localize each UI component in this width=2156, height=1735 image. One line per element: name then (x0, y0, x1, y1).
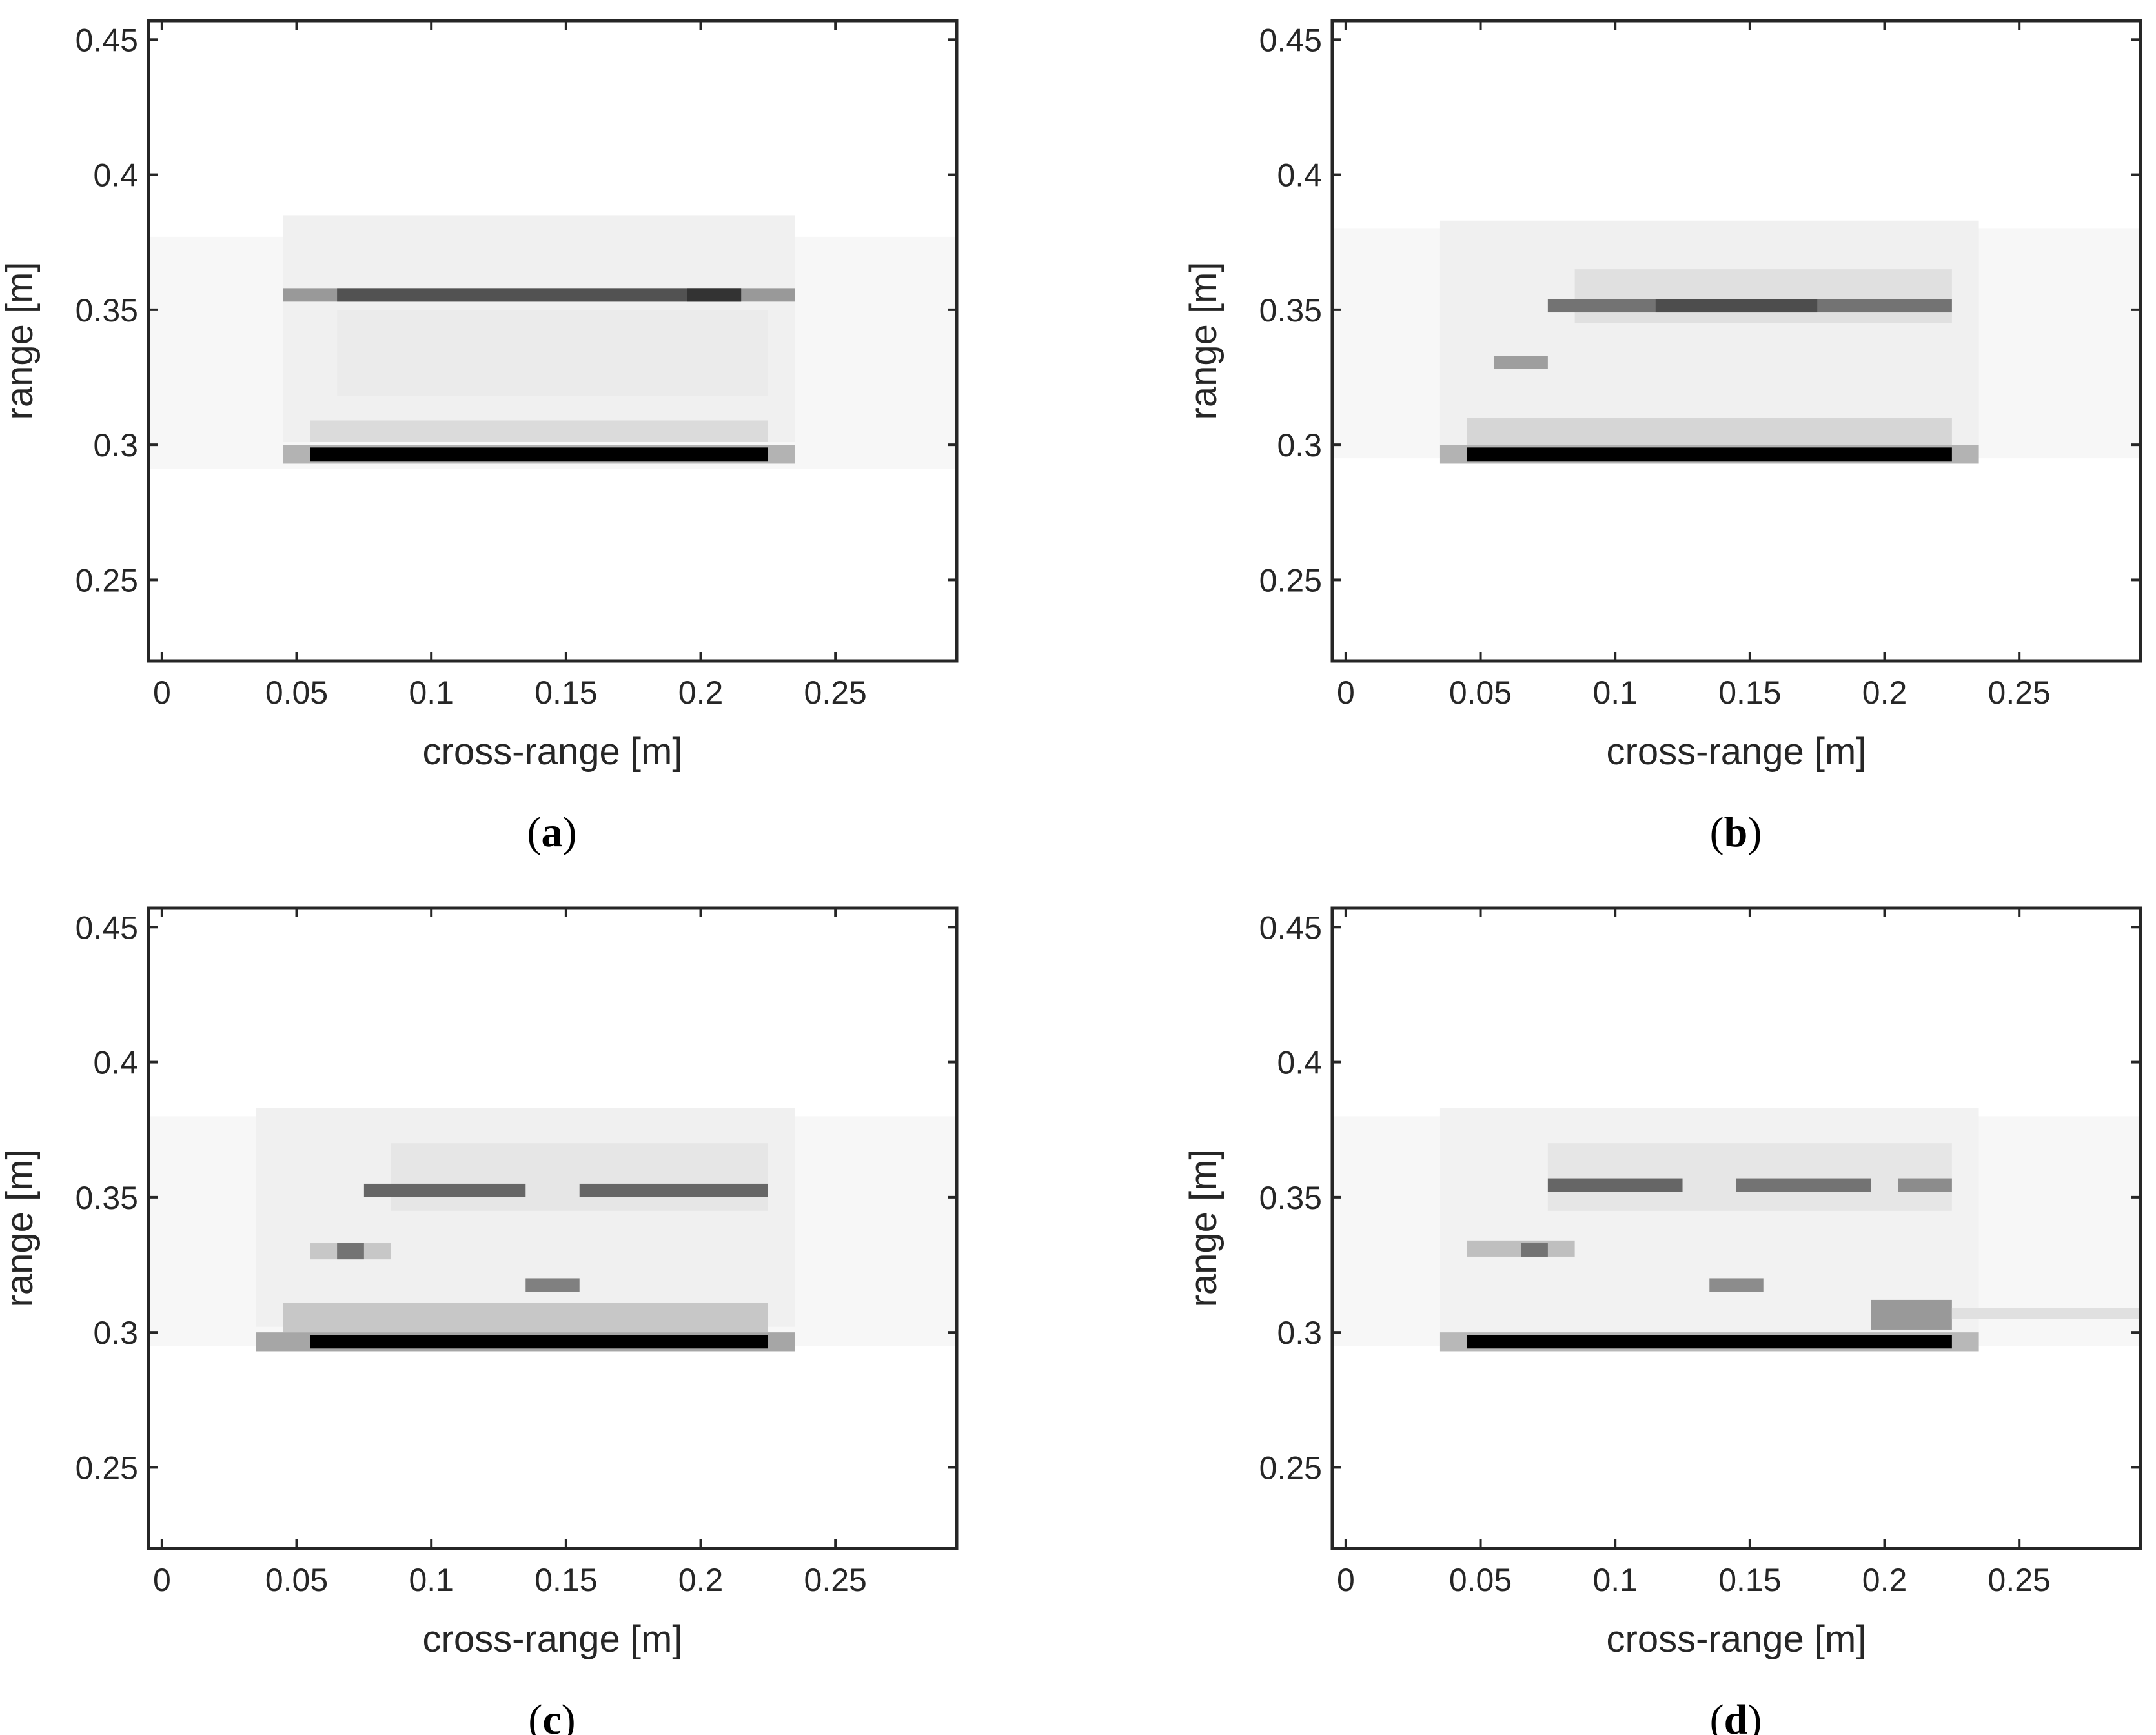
x-tick-label: 0.2 (678, 675, 724, 711)
y-tick-label: 0.3 (93, 1315, 138, 1351)
heatmap-cell (337, 309, 768, 396)
heatmap-cell (363, 1183, 526, 1197)
x-tick-label: 0.1 (1592, 1562, 1638, 1598)
y-tick-label: 0.4 (93, 1045, 138, 1081)
panel-a: 0 0.05 0.1 0.15 0.2 0.25 0.25 0.3 0.35 0.4 0.45 cro… (0, 19, 959, 856)
x-tick-label: 0.25 (1988, 1562, 2051, 1598)
x-tick-label: 0.25 (1988, 675, 2051, 711)
x-axis-label: cross-range [m] (1607, 731, 1867, 773)
x-tick-label: 0.1 (409, 675, 454, 711)
x-tick-label: 0.15 (534, 1562, 597, 1598)
panel-d: 0 0.05 0.1 0.15 0.2 0.25 0.25 0.3 0.35 0.4 0.45 cro… (1183, 906, 2142, 1735)
panel-label: (b) (1710, 809, 1762, 856)
x-tick-label: 0.1 (409, 1562, 454, 1598)
heatmap-cell (1547, 1178, 1683, 1192)
y-tick-label: 0.35 (76, 1180, 138, 1216)
x-tick-label: 0 (153, 1562, 171, 1598)
panel-label: (d) (1710, 1696, 1762, 1735)
heatmap-cells (1332, 1108, 2141, 1352)
y-tick-label: 0.45 (1259, 909, 1322, 946)
y-axis-label: range [m] (0, 262, 41, 420)
x-tick-label: 0 (1337, 675, 1355, 711)
heatmap-cell (283, 1303, 768, 1333)
y-tick-label: 0.45 (76, 22, 138, 58)
y-tick-label: 0.25 (76, 1450, 138, 1486)
axes-box (147, 19, 959, 663)
y-axis-label: range [m] (0, 1150, 41, 1308)
panel-c: 0 0.05 0.1 0.15 0.2 0.25 0.25 0.3 0.35 0.4 0.45 cro… (0, 906, 959, 1735)
heatmap-cell (1709, 1278, 1764, 1292)
x-axis-label: cross-range [m] (423, 731, 683, 773)
x-tick-label: 0.05 (1449, 1562, 1512, 1598)
y-tick-label: 0.45 (76, 909, 138, 946)
x-tick-label: 0.2 (678, 1562, 724, 1598)
heatmap-cell (337, 1243, 364, 1260)
heatmap-cell (256, 1108, 795, 1327)
heatmap-cell (337, 288, 742, 302)
heatmap-cell (1547, 1143, 1952, 1211)
y-axis-label: range [m] (1183, 262, 1225, 420)
heatmap-cell (310, 447, 768, 462)
panel-b: 0 0.05 0.1 0.15 0.2 0.25 0.25 0.3 0.35 0.4 0.45 cro… (1183, 19, 2142, 856)
x-tick-label: 0.05 (1449, 675, 1512, 711)
heatmap-cell (1467, 447, 1952, 462)
x-tick-label: 0.2 (1862, 1562, 1907, 1598)
y-tick-label: 0.3 (1277, 427, 1322, 463)
panel-label: (c) (528, 1696, 575, 1735)
y-tick-label: 0.35 (1259, 1180, 1322, 1216)
x-tick-label: 0.25 (804, 1562, 867, 1598)
y-tick-label: 0.3 (93, 427, 138, 463)
y-tick-label: 0.25 (76, 562, 138, 598)
heatmap-cell (1467, 418, 1952, 445)
x-tick-label: 0.15 (1718, 1562, 1781, 1598)
y-tick-label: 0.35 (1259, 292, 1322, 329)
y-tick-label: 0.3 (1277, 1315, 1322, 1351)
heatmap-cell (1898, 1178, 1952, 1192)
heatmap-cell (391, 1143, 768, 1211)
x-tick-label: 0 (153, 675, 171, 711)
heatmap-cell (1871, 1299, 1952, 1330)
heatmap-cell (1951, 1308, 2141, 1319)
heatmap-cell (525, 1278, 580, 1292)
panel-label: (a) (527, 809, 577, 856)
heatmap-cell (1521, 1243, 1548, 1257)
axes-box (147, 906, 959, 1550)
x-tick-label: 0.15 (534, 675, 597, 711)
x-tick-label: 0.2 (1862, 675, 1907, 711)
axes-box (1330, 19, 2142, 663)
heatmap-cell (310, 420, 768, 442)
y-tick-label: 0.4 (1277, 1045, 1322, 1081)
y-axis-label: range [m] (1183, 1150, 1225, 1308)
y-tick-label: 0.25 (1259, 1450, 1322, 1486)
heatmap-cell (579, 1183, 768, 1197)
y-tick-label: 0.45 (1259, 22, 1322, 58)
heatmap-cell (1467, 1335, 1952, 1349)
heatmap-cells (148, 215, 957, 469)
x-tick-label: 0 (1337, 1562, 1355, 1598)
heatmap-cell (1736, 1178, 1871, 1192)
heatmap-cell (310, 1335, 768, 1349)
y-tick-label: 0.4 (1277, 157, 1322, 194)
x-tick-label: 0.15 (1718, 675, 1781, 711)
x-tick-label: 0.25 (804, 675, 867, 711)
x-tick-label: 0.05 (265, 1562, 328, 1598)
heatmap-cell (1574, 269, 1952, 323)
heatmap-cell (1494, 356, 1548, 369)
heatmap-cell (1439, 1108, 1979, 1333)
x-axis-label: cross-range [m] (423, 1618, 683, 1660)
y-tick-label: 0.4 (93, 157, 138, 194)
y-tick-label: 0.25 (1259, 562, 1322, 598)
x-tick-label: 0.05 (265, 675, 328, 711)
x-axis-label: cross-range [m] (1607, 1618, 1867, 1660)
y-tick-label: 0.35 (76, 292, 138, 329)
heatmap-cell (687, 288, 742, 302)
heatmap-cell (1655, 299, 1818, 313)
heatmap-cell (1439, 220, 1979, 445)
heatmap-cells (1332, 220, 2141, 464)
x-tick-label: 0.1 (1592, 675, 1638, 711)
heatmap-cells (148, 1108, 957, 1352)
axes-box (1330, 906, 2142, 1550)
